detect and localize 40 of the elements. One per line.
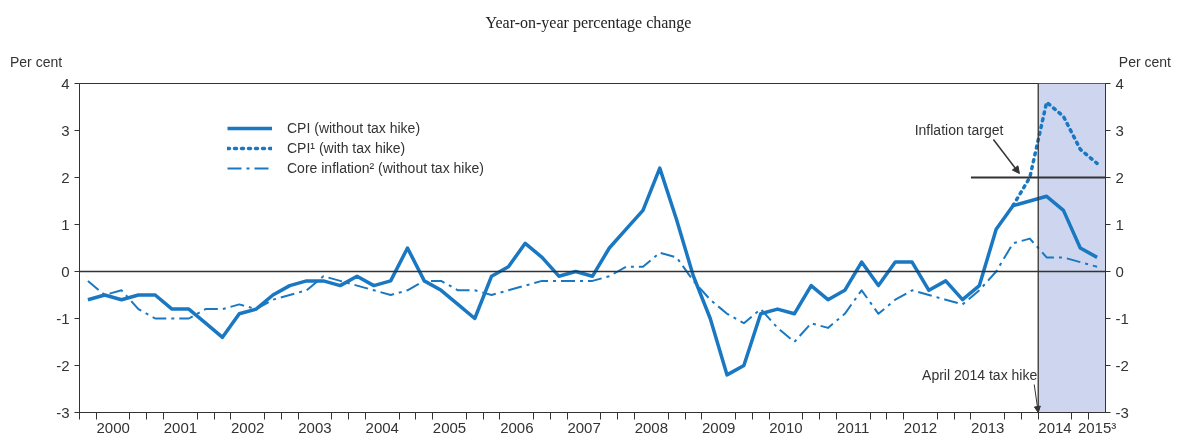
y-tick-label: -1 (56, 309, 70, 327)
x-tick-label: 2012 (903, 418, 938, 436)
chart-title: Year-on-year percentage change (484, 13, 693, 34)
y2-tick-label: -1 (1115, 309, 1129, 327)
legend-label: CPI (without tax hike) (287, 120, 421, 136)
y-tick-label: 4 (61, 74, 70, 92)
x-tick-label: 2005 (432, 418, 467, 436)
ref-line-label: April 2014 tax hike (922, 366, 1038, 383)
legend-label: Core inflation² (without tax hike) (287, 160, 484, 176)
y-tick-label: 1 (61, 215, 70, 233)
y2-tick-label: 1 (1115, 215, 1124, 233)
x-tick-label: 2008 (634, 418, 669, 436)
x-tick-label: 2002 (231, 418, 265, 436)
y2-tick-label: -3 (1115, 403, 1129, 421)
y-tick-label: 3 (61, 121, 70, 139)
y-tick-label: -2 (56, 356, 70, 374)
y2-tick-label: -2 (1115, 356, 1129, 374)
x-tick-label: 2009 (701, 418, 736, 436)
x-tick-label: 2007 (567, 418, 601, 436)
x-tick-label: 2010 (769, 418, 803, 436)
x-tick-label: 2004 (365, 418, 399, 436)
legend-label: CPI¹ (with tax hike) (287, 140, 406, 156)
x-tick-label: 2006 (500, 418, 534, 436)
y2-tick-label: 0 (1115, 262, 1124, 280)
y-axis-title: Per cent (10, 53, 63, 72)
y2-tick-label: 4 (1115, 74, 1124, 92)
x-tick-label: 2001 (163, 418, 198, 436)
x-tick-label: 2011 (837, 418, 870, 436)
x-tick-label: 2013 (971, 418, 1005, 436)
x-tick-label: 2003 (298, 418, 332, 436)
y2-tick-label: 3 (1115, 121, 1124, 139)
y-tick-label: 2 (61, 168, 70, 186)
y2-axis-title: Per cent (1118, 53, 1171, 72)
x-tick-label: 2015³ (1077, 418, 1117, 436)
y-tick-label: -3 (56, 403, 70, 421)
y2-tick-label: 2 (1115, 168, 1124, 186)
annotation: Inflation target (914, 121, 1004, 138)
x-tick-label: 2000 (96, 418, 130, 436)
x-tick-label: 2014 (1038, 418, 1072, 436)
y-tick-label: 0 (61, 262, 70, 280)
